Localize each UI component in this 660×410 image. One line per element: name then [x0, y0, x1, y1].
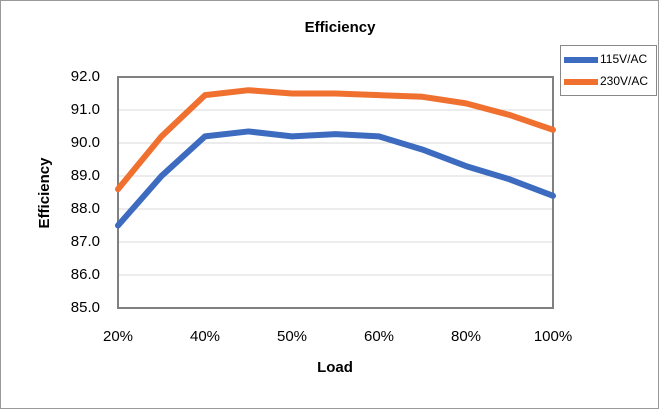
x-tick-label: 20% [103, 328, 133, 345]
legend-label: 115V/AC [600, 52, 647, 66]
x-tick-label: 40% [190, 328, 220, 345]
series-line [115, 128, 556, 229]
series-line [115, 87, 556, 193]
x-axis-label: Load [317, 359, 353, 376]
y-tick-label: 92.0 [71, 68, 100, 85]
y-tick-label: 86.0 [71, 266, 100, 283]
y-tick-label: 90.0 [71, 134, 100, 151]
x-tick-label: 80% [451, 328, 481, 345]
legend-label: 230V/AC [600, 74, 648, 88]
x-tick-label: 50% [277, 328, 307, 345]
y-tick-label: 89.0 [71, 167, 100, 184]
plot-area [118, 77, 553, 308]
y-tick-label: 88.0 [71, 200, 100, 217]
plot-border [117, 76, 554, 309]
legend-box [560, 45, 657, 96]
y-tick-label: 87.0 [71, 233, 100, 250]
x-tick-label: 100% [534, 328, 572, 345]
y-axis-label: Efficiency [36, 157, 53, 229]
x-tick-label: 60% [364, 328, 394, 345]
y-tick-label: 85.0 [71, 299, 100, 316]
chart-title: Efficiency [305, 19, 377, 36]
y-tick-label: 91.0 [71, 101, 100, 118]
